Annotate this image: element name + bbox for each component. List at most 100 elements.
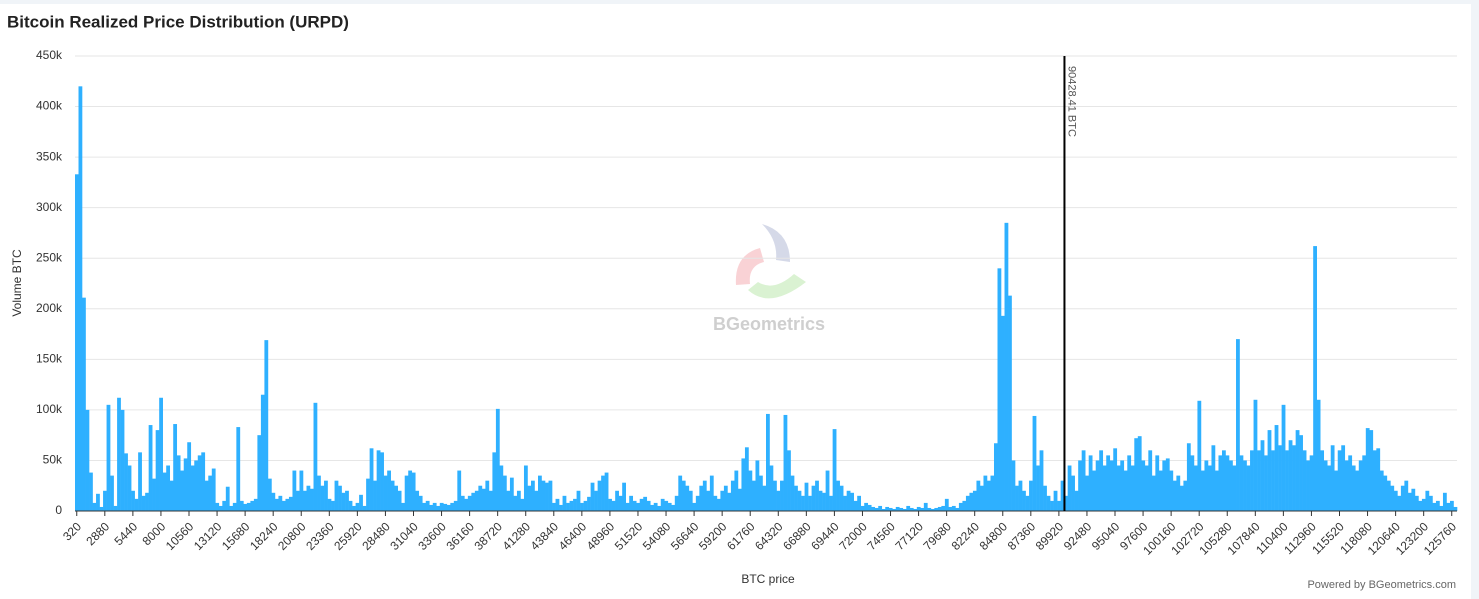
bar	[394, 485, 399, 511]
bar	[1404, 480, 1409, 511]
bar	[1099, 450, 1104, 511]
bar	[299, 470, 304, 511]
bar	[685, 485, 690, 511]
bar	[1281, 404, 1286, 511]
bar	[1250, 450, 1254, 511]
bar	[239, 500, 244, 511]
bar	[232, 502, 237, 511]
bar	[1351, 465, 1356, 511]
bar	[1302, 450, 1307, 511]
bar	[857, 495, 862, 511]
bar	[229, 505, 234, 511]
bar	[1264, 455, 1268, 511]
bar	[348, 500, 353, 511]
bar	[1295, 430, 1300, 511]
bar	[1257, 450, 1261, 511]
bar	[453, 500, 458, 511]
bar	[1393, 490, 1398, 511]
bar	[618, 495, 623, 511]
bar	[250, 500, 255, 511]
bar	[278, 495, 283, 511]
bar	[331, 500, 335, 511]
bar	[376, 450, 381, 511]
bar	[1015, 485, 1019, 511]
bar	[506, 490, 511, 511]
bar	[204, 480, 209, 511]
bar	[499, 465, 504, 511]
bar	[1344, 460, 1349, 511]
bar	[362, 505, 367, 511]
bar	[113, 505, 118, 511]
bar	[1113, 448, 1118, 511]
bar	[127, 465, 132, 511]
bar	[562, 495, 567, 511]
bar	[955, 507, 960, 511]
bar	[271, 492, 276, 511]
bar	[422, 502, 427, 511]
bar	[1313, 246, 1317, 512]
bar	[380, 452, 384, 511]
bar	[902, 508, 907, 511]
bar	[769, 465, 774, 511]
bar	[190, 465, 195, 511]
bar	[839, 485, 844, 511]
bar	[1267, 430, 1272, 511]
bar	[302, 490, 307, 511]
bar	[334, 480, 339, 511]
y-tick-label: 50k	[43, 453, 63, 467]
bar	[1144, 465, 1149, 511]
bar	[1106, 455, 1111, 511]
bar	[401, 502, 406, 511]
bar	[678, 475, 683, 511]
bar	[1011, 460, 1016, 511]
bar	[92, 502, 97, 511]
bar	[96, 493, 100, 511]
bar	[552, 502, 556, 511]
bar	[730, 480, 735, 511]
bar	[1148, 450, 1153, 511]
bar	[257, 435, 262, 511]
bar	[1285, 450, 1289, 511]
bar	[306, 485, 311, 511]
bar	[415, 490, 420, 511]
bar	[387, 470, 391, 511]
bar	[709, 475, 714, 511]
bar	[134, 498, 139, 511]
bar	[1130, 465, 1135, 511]
bar	[359, 494, 363, 511]
bar	[474, 490, 479, 511]
bar	[187, 442, 192, 511]
bar	[674, 495, 679, 511]
bar	[1229, 460, 1233, 511]
bar	[1407, 492, 1412, 511]
bar	[1232, 465, 1237, 511]
bar	[1239, 455, 1244, 511]
bar	[695, 495, 700, 511]
bar	[1064, 495, 1068, 511]
bar	[352, 505, 356, 511]
bar	[776, 490, 781, 511]
bar	[145, 492, 149, 511]
bar	[622, 482, 626, 511]
y-tick-label: 400k	[36, 99, 63, 113]
bar	[530, 480, 535, 511]
bar	[1278, 445, 1282, 511]
bar	[1341, 445, 1346, 511]
bar	[899, 507, 904, 511]
bar	[1179, 485, 1184, 511]
bar	[1376, 448, 1381, 511]
bar	[762, 485, 767, 511]
bar	[460, 495, 465, 511]
bar	[951, 505, 956, 511]
y-tick-label: 200k	[36, 301, 63, 315]
bar	[744, 447, 749, 511]
bar	[797, 490, 802, 511]
bar	[716, 498, 721, 511]
bar	[1102, 465, 1107, 511]
bar	[366, 478, 370, 511]
bar	[173, 424, 178, 511]
bar	[822, 492, 826, 511]
bar	[338, 485, 342, 511]
bar	[1337, 450, 1342, 511]
bar	[1320, 450, 1325, 511]
